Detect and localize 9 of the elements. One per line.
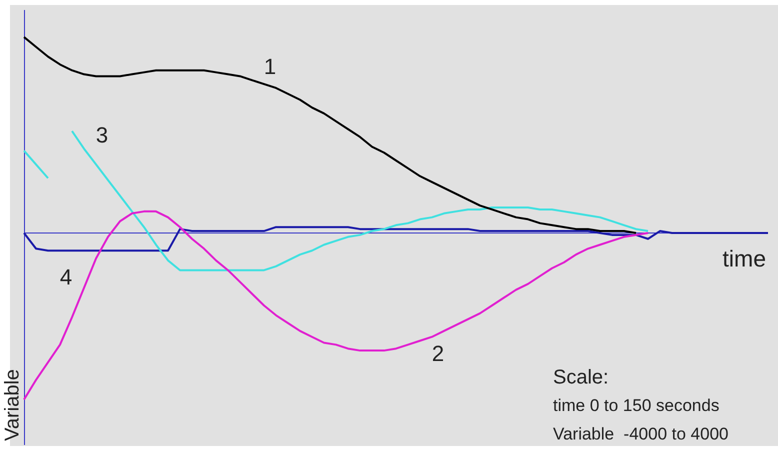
- series-label: 4: [60, 264, 72, 290]
- y-axis-title: Variable: [2, 369, 24, 441]
- series-label: 3: [96, 122, 108, 148]
- series-label: 2: [432, 340, 444, 366]
- annotation: Scale:: [553, 366, 609, 389]
- text: Variable -4000 to 4000: [553, 424, 728, 444]
- series-label: 1: [264, 54, 276, 80]
- annotation: time 0 to 150 seconds: [553, 396, 720, 416]
- x-axis-title: time: [722, 245, 766, 272]
